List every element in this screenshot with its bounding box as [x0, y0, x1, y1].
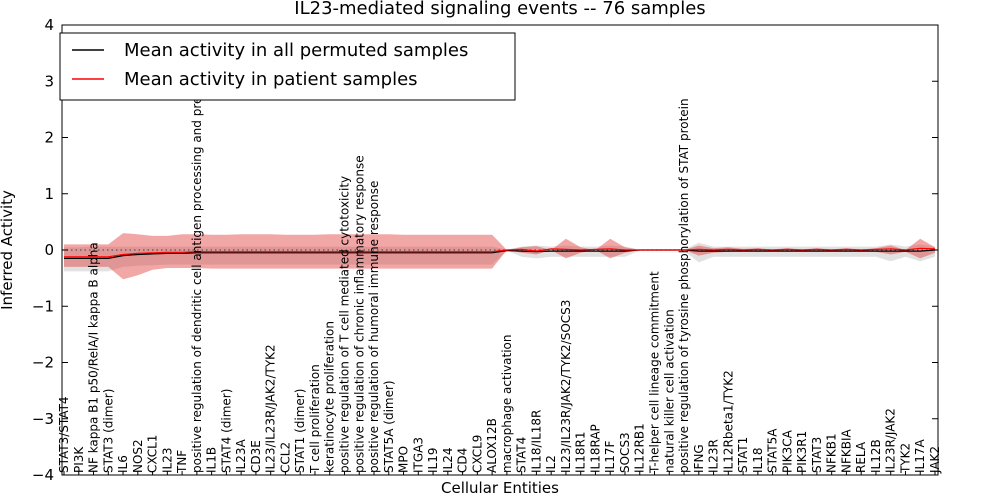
- category-label: NOS2: [131, 439, 145, 473]
- category-label: IL23R/JAK2: [884, 408, 898, 473]
- category-label: STAT1 (dimer): [293, 389, 307, 473]
- y-tick-label: 2: [44, 129, 54, 147]
- band-series-1: [64, 233, 935, 280]
- category-label: STAT1: [736, 437, 750, 473]
- category-label: STAT3/STAT4: [57, 396, 71, 473]
- category-label: IL23/IL23R/JAK2/TYK2/SOCS3: [559, 300, 573, 473]
- category-label: T cell proliferation: [308, 364, 322, 474]
- category-label: IL1B: [205, 447, 219, 473]
- category-label: IL24: [441, 448, 455, 474]
- category-label: positive regulation of chronic inflammat…: [352, 155, 366, 473]
- y-tick-label: 0: [44, 241, 54, 259]
- category-label: IL12Rbeta1/TYK2: [721, 370, 735, 473]
- category-label: CD3E: [249, 440, 263, 473]
- category-label: STAT5A (dimer): [382, 380, 396, 473]
- category-label: positive regulation of T cell mediated c…: [338, 176, 352, 473]
- legend-label-patient: Mean activity in patient samples: [124, 69, 418, 90]
- category-label: IL23A: [234, 439, 248, 473]
- y-tick-label: −1: [32, 297, 54, 315]
- category-label: IL18R1: [574, 432, 588, 473]
- category-label: STAT3: [810, 437, 824, 473]
- category-label: IFNG: [692, 444, 706, 473]
- category-label: RELA: [854, 441, 868, 473]
- category-label: T-helper cell lineage commitment: [648, 271, 662, 474]
- category-label: JAK2: [928, 446, 942, 474]
- category-label: STAT4: [515, 437, 529, 473]
- category-label: NFKBIA: [839, 428, 853, 473]
- category-label: IL18RAP: [589, 424, 603, 473]
- lines-layer: [62, 247, 938, 259]
- category-label: NFKB1: [825, 433, 839, 473]
- category-label: SOCS3: [618, 432, 632, 473]
- category-label: positive regulation of humoral immune re…: [367, 181, 381, 473]
- chart-title: IL23-mediated signaling events -- 76 sam…: [294, 0, 705, 19]
- category-label: STAT4 (dimer): [219, 389, 233, 473]
- category-label: positive regulation of dendritic cell an…: [190, 40, 204, 473]
- y-tick-label: 4: [44, 16, 54, 34]
- category-label: CXCL9: [470, 435, 484, 473]
- category-label: IL18: [751, 448, 765, 474]
- category-label: positive regulation of tyrosine phosphor…: [677, 98, 691, 473]
- category-label: CCL2: [278, 442, 292, 473]
- y-tick-label: 3: [44, 72, 54, 90]
- legend-label-permuted: Mean activity in all permuted samples: [124, 40, 468, 61]
- series-line-0: [64, 249, 936, 259]
- category-label: ALOX12B: [485, 418, 499, 473]
- legend: Mean activity in all permuted samples Me…: [59, 32, 516, 101]
- category-label: IL19: [426, 448, 440, 474]
- category-label: ITGA3: [411, 437, 425, 473]
- category-label: natural killer cell activation: [662, 309, 676, 473]
- category-label: PIK3R1: [795, 431, 809, 473]
- category-label: PIK3CA: [780, 429, 794, 473]
- category-label: PI3K: [72, 446, 86, 473]
- category-label: IL17F: [603, 441, 617, 473]
- category-label: CD4: [456, 448, 470, 473]
- category-label: STAT3 (dimer): [101, 389, 115, 473]
- category-label: STAT5A: [766, 428, 780, 473]
- legend-box: [59, 32, 516, 101]
- y-tick-label: 1: [44, 185, 54, 203]
- category-label: IL18/IL18R: [529, 410, 543, 473]
- category-label: IL23: [160, 448, 174, 474]
- category-label: TNF: [175, 450, 189, 474]
- category-label: IL17A: [913, 439, 927, 473]
- category-label: MPO: [397, 446, 411, 473]
- y-axis-title: Inferred Activity: [0, 190, 16, 310]
- category-label: macrophage activation: [500, 335, 514, 473]
- x-axis-title: Cellular Entities: [441, 479, 559, 497]
- category-label: IL6: [116, 455, 130, 473]
- category-label: keratinocyte proliferation: [323, 321, 337, 473]
- category-label: IL2: [544, 455, 558, 473]
- category-label: IL23R: [707, 439, 721, 473]
- y-ticks: −4 −3 −2 −1 0 1 2 3 4: [32, 16, 938, 484]
- category-label: NF kappa B1 p50/RelA/I kappa B alpha: [87, 242, 101, 473]
- y-tick-label: −4: [32, 466, 54, 484]
- y-tick-label: −3: [32, 410, 54, 428]
- series-line-1: [64, 247, 936, 258]
- category-label: IL12RB1: [633, 423, 647, 473]
- category-label: TYK2: [899, 443, 913, 474]
- category-label: CXCL1: [146, 435, 160, 473]
- category-label: IL12B: [869, 439, 883, 473]
- category-labels: STAT3/STAT4 PI3K NF kappa B1 p50/RelA/I ka…: [57, 40, 942, 475]
- y-tick-label: −2: [32, 354, 54, 372]
- category-label: IL23/IL23R/JAK2/TYK2: [264, 344, 278, 473]
